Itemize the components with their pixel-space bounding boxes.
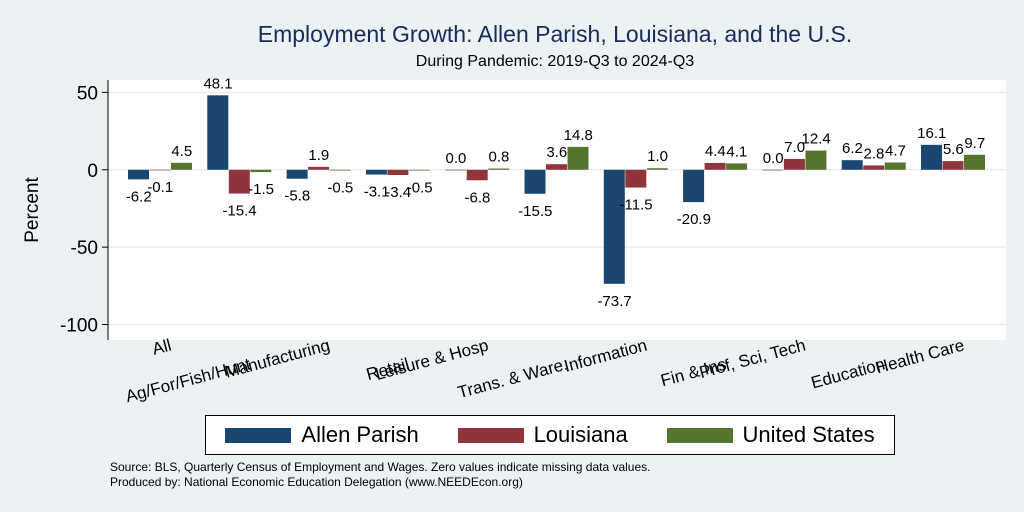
- data-label: 4.7: [885, 142, 906, 159]
- bar: [329, 169, 351, 171]
- legend-swatch-allen-parish: [225, 427, 292, 443]
- data-label: -5.8: [284, 188, 310, 205]
- x-tick-label: Trans. & Ware.: [456, 355, 570, 403]
- bar: [546, 164, 567, 170]
- data-label: -0.5: [407, 180, 433, 197]
- chart-notes: Source: BLS, Quarterly Census of Employm…: [110, 460, 650, 490]
- x-tick-label: Health Care: [874, 336, 967, 378]
- data-label: -0.5: [327, 180, 353, 197]
- bar: [921, 144, 942, 170]
- data-label: 0.0: [446, 150, 467, 167]
- producer-note: Produced by: National Economic Education…: [110, 475, 523, 489]
- plot-area: [108, 80, 1006, 340]
- data-label: 4.5: [171, 143, 192, 160]
- bar: [171, 162, 192, 170]
- x-tick-label: Prof, Sci, Tech: [697, 336, 807, 383]
- data-label: -1.5: [248, 181, 274, 198]
- chart-subtitle: During Pandemic: 2019-Q3 to 2024-Q3: [416, 53, 694, 70]
- bar-chart: Employment Growth: Allen Parish, Louisia…: [22, 21, 1006, 406]
- x-tick-label: All: [150, 336, 173, 359]
- bar: [149, 169, 171, 171]
- chart-legend: Allen Parish Louisiana United States: [205, 415, 895, 455]
- data-label: 4.4: [705, 143, 726, 160]
- bar: [603, 169, 625, 284]
- y-tick-label: 0: [87, 161, 98, 182]
- bar: [783, 158, 805, 170]
- data-label: 0.0: [763, 150, 784, 167]
- y-tick-label: -50: [71, 238, 98, 259]
- bar: [726, 163, 748, 170]
- bar: [646, 168, 668, 170]
- bar: [567, 146, 589, 170]
- data-label: 1.0: [647, 148, 668, 165]
- data-label: 12.4: [802, 131, 831, 148]
- bar: [466, 169, 488, 181]
- data-label: 7.0: [784, 139, 805, 156]
- data-label: 6.2: [842, 140, 863, 157]
- bar: [863, 165, 885, 170]
- bar: [207, 95, 229, 170]
- data-label: -15.5: [518, 203, 552, 220]
- data-label: 2.8: [864, 145, 885, 162]
- data-label: -0.1: [147, 179, 173, 196]
- data-label: 16.1: [917, 125, 946, 142]
- legend-item-united-states: United States: [666, 422, 875, 448]
- data-label: -6.2: [126, 188, 152, 205]
- bar: [884, 162, 906, 170]
- bar: [942, 161, 964, 170]
- y-axis-title: Percent: [22, 177, 43, 243]
- data-label: -20.9: [677, 211, 711, 228]
- data-label: 3.6: [546, 144, 567, 161]
- bar: [625, 169, 647, 188]
- data-label: 0.8: [489, 149, 510, 166]
- legend-label: Louisiana: [533, 422, 628, 447]
- y-tick-label: 50: [77, 83, 98, 104]
- data-label: 48.1: [203, 75, 232, 92]
- bar: [408, 169, 430, 171]
- data-label: -3.1: [364, 184, 390, 201]
- bar: [841, 160, 863, 170]
- bar: [445, 169, 467, 171]
- data-label: -3.4: [385, 184, 411, 201]
- bar: [387, 169, 409, 176]
- data-label: -6.8: [465, 189, 491, 206]
- legend-swatch-louisiana: [457, 427, 524, 443]
- data-label: 5.6: [943, 141, 964, 158]
- x-tick-label: Manufacturing: [223, 336, 332, 382]
- y-tick-label: -100: [60, 316, 98, 337]
- bar: [762, 169, 784, 171]
- data-label: 1.9: [308, 147, 329, 164]
- bar: [308, 166, 330, 170]
- legend-swatch-united-states: [666, 427, 733, 443]
- x-tick-label: Information: [562, 336, 649, 376]
- legend-item-allen-parish: Allen Parish: [225, 422, 419, 448]
- data-label: 9.7: [964, 135, 985, 152]
- chart-title: Employment Growth: Allen Parish, Louisia…: [258, 21, 852, 47]
- bar: [365, 169, 387, 175]
- bar: [683, 169, 705, 203]
- legend-label: United States: [742, 422, 875, 447]
- bar: [524, 169, 546, 194]
- data-label: -73.7: [597, 293, 631, 310]
- legend-item-louisiana: Louisiana: [457, 422, 628, 448]
- bar: [228, 169, 250, 194]
- data-label: -15.4: [222, 203, 256, 220]
- bar: [250, 169, 272, 173]
- bar: [286, 169, 308, 179]
- source-note: Source: BLS, Quarterly Census of Employm…: [110, 460, 651, 474]
- data-label: 14.8: [564, 127, 593, 144]
- bar: [805, 150, 827, 170]
- bar: [128, 169, 149, 180]
- bar: [964, 154, 985, 170]
- legend-label: Allen Parish: [301, 422, 419, 447]
- bar: [704, 162, 726, 170]
- bar: [488, 168, 510, 170]
- data-label: 4.1: [726, 143, 747, 160]
- data-label: -11.5: [620, 197, 653, 214]
